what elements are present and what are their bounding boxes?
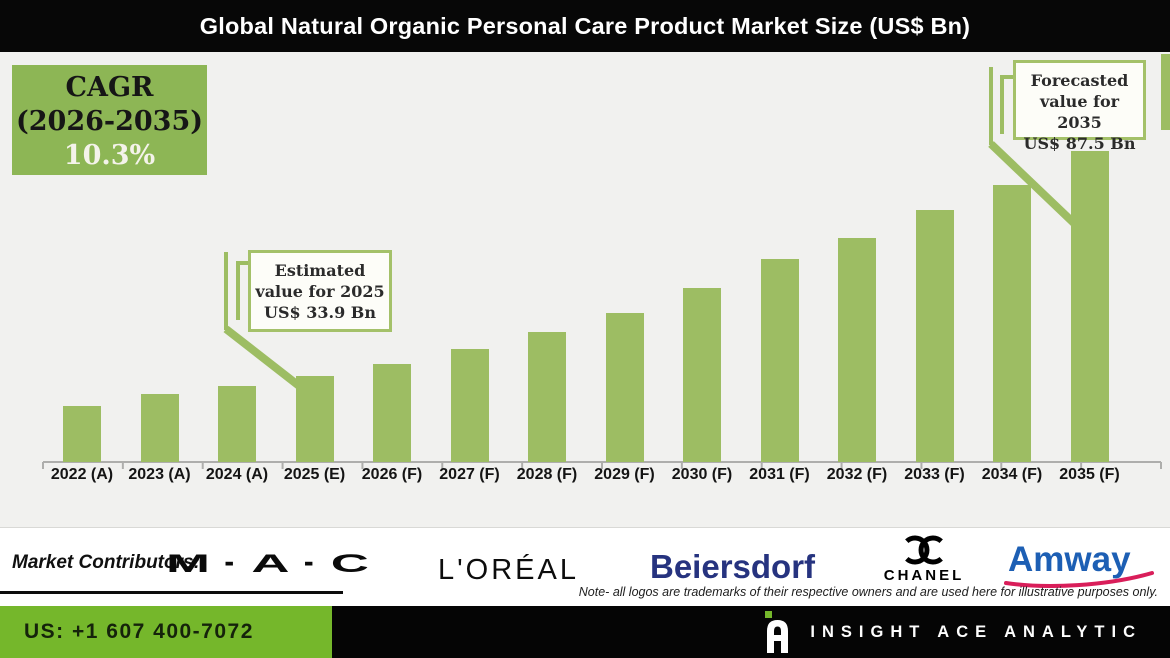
logo-a-glyph bbox=[767, 620, 789, 653]
bar bbox=[218, 386, 256, 462]
estimated-value-callout: Estimated value for 2025 US$ 33.9 Bn bbox=[248, 250, 392, 332]
callout-line: value for 2025 bbox=[255, 282, 385, 301]
contact-box: US: +1 607 400-7072 bbox=[0, 606, 332, 658]
bar bbox=[140, 394, 179, 462]
footer-bar: US: +1 607 400-7072 INSIGHT ACE ANALYTIC bbox=[0, 606, 1170, 658]
corner-accent-bar bbox=[1161, 54, 1170, 130]
phone-number: US: +1 607 400-7072 bbox=[24, 620, 254, 643]
cagr-badge: CAGR (2026-2035) 10.3% bbox=[12, 65, 207, 175]
bar bbox=[605, 313, 644, 462]
bar bbox=[915, 210, 954, 462]
title-bar: Global Natural Organic Personal Care Pro… bbox=[0, 0, 1170, 52]
chart-area: CAGR (2026-2035) 10.3% 2022 (A) 2023 (A) 2… bbox=[0, 52, 1170, 527]
bar bbox=[450, 349, 489, 462]
chanel-wordmark: CHANEL bbox=[883, 567, 965, 584]
cagr-label: CAGR bbox=[65, 72, 154, 103]
bar bbox=[838, 238, 876, 462]
x-tick-label: 2026 (F) bbox=[361, 466, 423, 483]
axis-and-connectors bbox=[42, 67, 1162, 469]
cagr-value: 10.3% bbox=[63, 140, 156, 171]
insight-ace-logo-icon bbox=[764, 611, 794, 653]
x-tick-label: 2027 (F) bbox=[439, 466, 500, 483]
x-tick-label: 2032 (F) bbox=[826, 466, 888, 483]
x-tick-label: 2035 (F) bbox=[1059, 466, 1120, 483]
amway-swoosh-icon bbox=[1004, 571, 1154, 588]
x-tick-label: 2029 (F) bbox=[594, 466, 655, 483]
logo-green-square bbox=[765, 611, 773, 618]
callout-line: value for 2035 bbox=[1039, 92, 1120, 132]
market-contributors-label: Market Contributors: bbox=[12, 552, 200, 573]
x-tick-label: 2028 (F) bbox=[516, 466, 578, 483]
forecasted-value-callout: Forecasted value for 2035 US$ 87.5 Bn bbox=[1013, 60, 1146, 153]
market-contributors-strip: Market Contributors: M·A·C L'ORÉAL Beier… bbox=[0, 527, 1170, 606]
callout-connectors bbox=[223, 67, 1082, 393]
bar bbox=[528, 332, 566, 462]
callout-line: US$ 33.9 Bn bbox=[264, 303, 376, 322]
beiersdorf-logo: Beiersdorf bbox=[650, 548, 816, 585]
mac-logo: M·A·C bbox=[166, 550, 381, 578]
x-tick-label: 2034 (F) bbox=[981, 466, 1043, 483]
x-tick-label: 2023 (A) bbox=[128, 466, 191, 483]
cagr-period: (2026-2035) bbox=[15, 106, 204, 137]
x-tick-label: 2030 (F) bbox=[671, 466, 733, 483]
trademark-note: Note- all logos are trademarks of their … bbox=[578, 585, 1158, 599]
bar bbox=[993, 185, 1031, 462]
bar bbox=[63, 406, 101, 462]
bar bbox=[295, 376, 334, 462]
brand-name: INSIGHT ACE ANALYTIC bbox=[810, 622, 1142, 641]
loreal-logo: L'ORÉAL bbox=[438, 554, 579, 586]
bar bbox=[373, 364, 411, 462]
amway-logo: Amway bbox=[1004, 540, 1154, 588]
chanel-cc-icon bbox=[905, 535, 943, 565]
x-tick-label: 2024 (A) bbox=[205, 466, 269, 483]
amway-wordmark: Amway bbox=[1008, 540, 1131, 579]
x-tick-label: 2033 (F) bbox=[904, 466, 965, 483]
callout-line: Estimated bbox=[274, 261, 366, 280]
x-tick-label: 2031 (F) bbox=[749, 466, 810, 483]
chanel-logo: CHANEL bbox=[882, 534, 966, 584]
page-title: Global Natural Organic Personal Care Pro… bbox=[199, 12, 971, 39]
callout-line: US$ 87.5 Bn bbox=[1023, 134, 1136, 153]
x-tick-label: 2025 (E) bbox=[283, 466, 346, 483]
bar bbox=[1070, 151, 1109, 462]
brand-block: INSIGHT ACE ANALYTIC bbox=[764, 606, 1142, 658]
footer-divider bbox=[0, 591, 343, 594]
callout-line: Forecasted bbox=[1030, 71, 1129, 90]
x-axis bbox=[42, 461, 1162, 469]
x-tick-label: 2022 (A) bbox=[50, 466, 114, 483]
bar bbox=[683, 288, 721, 462]
bar bbox=[760, 259, 799, 462]
